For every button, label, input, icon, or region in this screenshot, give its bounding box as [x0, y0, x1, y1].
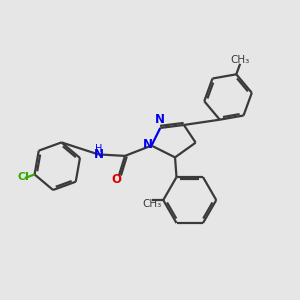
Text: CH₃: CH₃ [230, 55, 250, 65]
Text: Cl: Cl [17, 172, 29, 182]
Text: N: N [143, 138, 153, 151]
Text: N: N [94, 148, 103, 161]
Text: N: N [155, 112, 165, 126]
Text: O: O [112, 173, 122, 186]
Text: H: H [95, 144, 103, 154]
Text: CH₃: CH₃ [142, 200, 162, 209]
